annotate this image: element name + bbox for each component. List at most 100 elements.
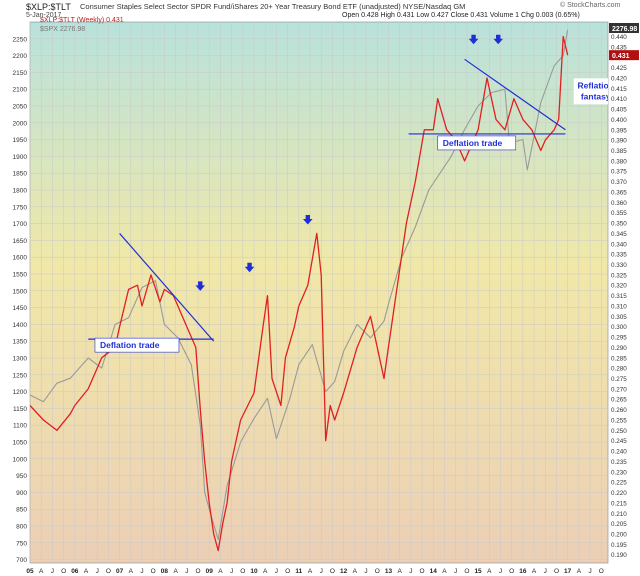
right-tick-label: 0.355 — [611, 210, 627, 217]
left-tick-label: 2050 — [13, 104, 28, 111]
trendline-2016 — [464, 58, 566, 131]
x-tick-label: J — [499, 568, 502, 575]
right-tick-label: 0.205 — [611, 521, 627, 528]
left-tick-label: 1400 — [13, 322, 28, 329]
left-tick-label: 800 — [16, 524, 27, 531]
left-tick-label: 1250 — [13, 372, 28, 379]
x-tick-label: 16 — [519, 568, 527, 575]
x-tick-label: A — [577, 568, 582, 575]
left-tick-label: 1050 — [13, 440, 28, 447]
left-tick-label: 1000 — [13, 456, 28, 463]
x-tick-label: O — [464, 568, 469, 575]
right-tick-label: 0.300 — [611, 324, 627, 331]
left-tick-label: 1900 — [13, 154, 28, 161]
x-tick-label: 06 — [71, 568, 79, 575]
right-tick-label: 0.380 — [611, 158, 627, 165]
ratio-line — [30, 35, 569, 552]
right-tick-label: 0.220 — [611, 490, 627, 497]
right-tick-label: 0.345 — [611, 231, 627, 238]
trendline-2008 — [119, 233, 215, 342]
value-flag-label: 0.431 — [612, 53, 630, 60]
value-flag — [609, 50, 639, 61]
x-tick-label: J — [96, 568, 99, 575]
right-tick-label: 0.365 — [611, 189, 627, 196]
x-tick-label: J — [320, 568, 323, 575]
left-tick-label: 1200 — [13, 389, 28, 396]
right-tick-label: 0.405 — [611, 107, 627, 114]
right-tick-label: 0.360 — [611, 200, 627, 207]
down-arrow-icon — [302, 215, 313, 225]
right-tick-label: 0.305 — [611, 314, 627, 321]
right-tick-label: 0.265 — [611, 397, 627, 404]
right-tick-label: 0.285 — [611, 355, 627, 362]
right-tick-label: 0.230 — [611, 469, 627, 476]
spx-line — [30, 29, 569, 541]
left-tick-label: 1700 — [13, 221, 28, 228]
right-tick-label: 0.375 — [611, 169, 627, 176]
right-tick-label: 0.340 — [611, 241, 627, 248]
right-tick-label: 0.290 — [611, 345, 627, 352]
x-tick-label: A — [353, 568, 358, 575]
x-tick-label: O — [195, 568, 200, 575]
x-axis: 05 A J O 06 A J O 07 A J O 08 A J O 09 A J O 10 A J O 11 A J O 12 A J O… — [26, 568, 603, 575]
annotation-label: Reflation — [578, 80, 614, 90]
x-tick-label: A — [308, 568, 313, 575]
left-tick-label: 850 — [16, 507, 27, 514]
right-tick-label: 0.245 — [611, 438, 627, 445]
chart-quote: Open 0.428 High 0.431 Low 0.427 Close 0.… — [342, 12, 580, 19]
left-tick-label: 1650 — [13, 238, 28, 245]
left-tick-label: 1550 — [13, 272, 28, 279]
x-tick-label: O — [509, 568, 514, 575]
x-tick-label: J — [275, 568, 278, 575]
right-tick-label: 0.395 — [611, 127, 627, 134]
x-tick-label: 07 — [116, 568, 124, 575]
chart-symbol: $XLP:$TLT — [26, 2, 71, 12]
x-tick-label: J — [454, 568, 457, 575]
right-tick-label: 0.410 — [611, 96, 627, 103]
left-tick-label: 1950 — [13, 137, 28, 144]
x-tick-label: O — [599, 568, 604, 575]
down-arrow-icon — [244, 262, 255, 273]
x-tick-label: J — [588, 568, 591, 575]
annotation-label: Deflation trade — [443, 138, 503, 148]
x-tick-label: O — [285, 568, 290, 575]
chart-date: 5-Jan-2017 — [26, 12, 62, 19]
right-tick-label: 0.195 — [611, 542, 627, 549]
right-tick-label: 0.215 — [611, 500, 627, 507]
left-tick-label: 1600 — [13, 255, 28, 262]
right-tick-label: 0.325 — [611, 272, 627, 279]
down-arrow-icon — [195, 281, 206, 291]
right-tick-label: 0.320 — [611, 283, 627, 290]
x-tick-label: 13 — [385, 568, 393, 575]
series-group — [30, 29, 569, 552]
x-tick-label: 14 — [430, 568, 438, 575]
right-tick-label: 0.420 — [611, 75, 627, 82]
x-tick-label: A — [173, 568, 178, 575]
x-tick-label: O — [330, 568, 335, 575]
left-tick-label: 1100 — [13, 423, 27, 430]
left-tick-label: 2200 — [13, 53, 28, 60]
x-tick-label: J — [409, 568, 412, 575]
right-tick-label: 0.370 — [611, 179, 627, 186]
right-tick-label: 0.275 — [611, 376, 627, 383]
x-tick-label: O — [420, 568, 425, 575]
annotation-box — [94, 337, 180, 353]
x-tick-label: 11 — [295, 568, 302, 575]
x-tick-label: 09 — [206, 568, 214, 575]
legend-series-spx: $SPX 2276.98 — [40, 26, 85, 33]
value-flag — [609, 23, 639, 33]
x-tick-label: A — [263, 568, 268, 575]
right-tick-label: 0.330 — [611, 262, 627, 269]
x-tick-label: J — [544, 568, 547, 575]
x-tick-label: J — [51, 568, 54, 575]
x-tick-label: 17 — [564, 568, 572, 575]
x-tick-label: A — [397, 568, 402, 575]
left-tick-label: 2000 — [13, 120, 28, 127]
right-tick-label: 0.270 — [611, 386, 627, 393]
x-tick-label: O — [106, 568, 111, 575]
right-tick-label: 0.250 — [611, 428, 627, 435]
x-tick-label: O — [151, 568, 156, 575]
x-tick-label: O — [240, 568, 245, 575]
value-flag-label: 2276.98 — [612, 26, 637, 33]
